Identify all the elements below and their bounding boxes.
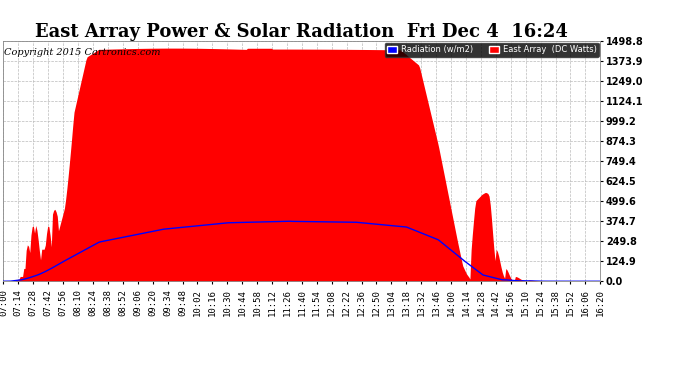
Legend: Radiation (w/m2), East Array  (DC Watts): Radiation (w/m2), East Array (DC Watts): [385, 42, 599, 57]
Text: Copyright 2015 Cartronics.com: Copyright 2015 Cartronics.com: [4, 48, 161, 57]
Title: East Array Power & Solar Radiation  Fri Dec 4  16:24: East Array Power & Solar Radiation Fri D…: [35, 23, 569, 41]
